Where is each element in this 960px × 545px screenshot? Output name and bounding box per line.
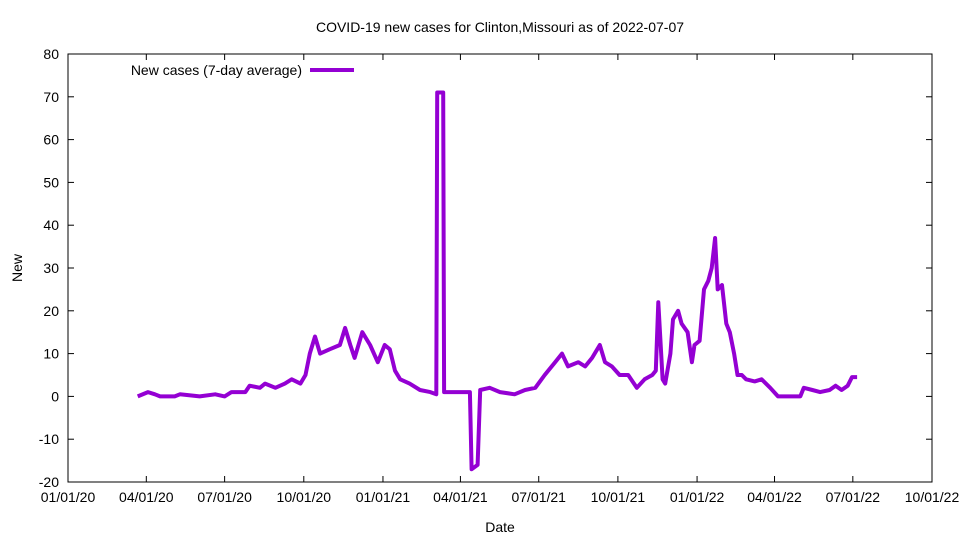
y-tick-label: 50 — [43, 174, 59, 190]
y-tick-label: 80 — [43, 46, 59, 62]
legend: New cases (7-day average) — [131, 62, 354, 78]
x-tick-label: 04/01/22 — [747, 489, 802, 505]
axes: -20 -10 0 10 20 30 40 50 60 70 80 01/01/20 04/01/20 0… — [39, 46, 960, 505]
y-axis-label: New — [9, 253, 25, 282]
y-tick-label: 30 — [43, 260, 59, 276]
y-tick-label: -20 — [39, 474, 59, 490]
y-tick-label: 10 — [43, 346, 59, 362]
plot-border — [68, 54, 932, 482]
y-tick-label: 40 — [43, 217, 59, 233]
x-tick-label: 04/01/20 — [119, 489, 174, 505]
x-tick-label: 10/01/20 — [277, 489, 332, 505]
y-tick-label: 70 — [43, 89, 59, 105]
legend-label: New cases (7-day average) — [131, 62, 302, 78]
x-tick-label: 10/01/22 — [905, 489, 960, 505]
plot-area — [138, 92, 858, 469]
x-tick-label: 01/01/22 — [670, 489, 725, 505]
x-tick-label: 10/01/21 — [591, 489, 646, 505]
x-tick-label: 04/01/21 — [433, 489, 488, 505]
x-tick-label: 07/01/20 — [197, 489, 252, 505]
y-tick-label: -10 — [39, 431, 59, 447]
chart-title: COVID-19 new cases for Clinton,Missouri … — [316, 19, 684, 35]
y-tick-label: 60 — [43, 132, 59, 148]
x-tick-label: 01/01/21 — [356, 489, 411, 505]
x-tick-label: 01/01/20 — [41, 489, 96, 505]
series-line — [138, 93, 857, 470]
x-axis-label: Date — [485, 519, 515, 535]
x-tick-label: 07/01/21 — [511, 489, 566, 505]
y-tick-label: 0 — [51, 388, 59, 404]
x-tick-label: 07/01/22 — [826, 489, 881, 505]
y-tick-label: 20 — [43, 303, 59, 319]
